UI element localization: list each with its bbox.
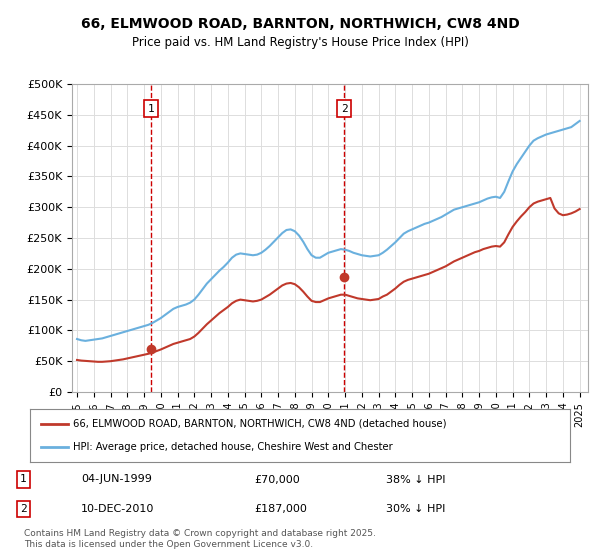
- Text: £187,000: £187,000: [254, 504, 307, 514]
- Text: 38% ↓ HPI: 38% ↓ HPI: [386, 474, 446, 484]
- Text: Price paid vs. HM Land Registry's House Price Index (HPI): Price paid vs. HM Land Registry's House …: [131, 36, 469, 49]
- Text: HPI: Average price, detached house, Cheshire West and Chester: HPI: Average price, detached house, Ches…: [73, 442, 393, 452]
- Text: 2: 2: [20, 504, 27, 514]
- Text: Contains HM Land Registry data © Crown copyright and database right 2025.
This d: Contains HM Land Registry data © Crown c…: [24, 529, 376, 549]
- Text: 66, ELMWOOD ROAD, BARNTON, NORTHWICH, CW8 4ND (detached house): 66, ELMWOOD ROAD, BARNTON, NORTHWICH, CW…: [73, 419, 446, 429]
- Text: 1: 1: [148, 104, 154, 114]
- Text: 04-JUN-1999: 04-JUN-1999: [81, 474, 152, 484]
- Text: £70,000: £70,000: [254, 474, 299, 484]
- Text: 30% ↓ HPI: 30% ↓ HPI: [386, 504, 446, 514]
- Text: 2: 2: [341, 104, 347, 114]
- Text: 66, ELMWOOD ROAD, BARNTON, NORTHWICH, CW8 4ND: 66, ELMWOOD ROAD, BARNTON, NORTHWICH, CW…: [80, 17, 520, 31]
- Text: 10-DEC-2010: 10-DEC-2010: [81, 504, 154, 514]
- Text: 1: 1: [20, 474, 27, 484]
